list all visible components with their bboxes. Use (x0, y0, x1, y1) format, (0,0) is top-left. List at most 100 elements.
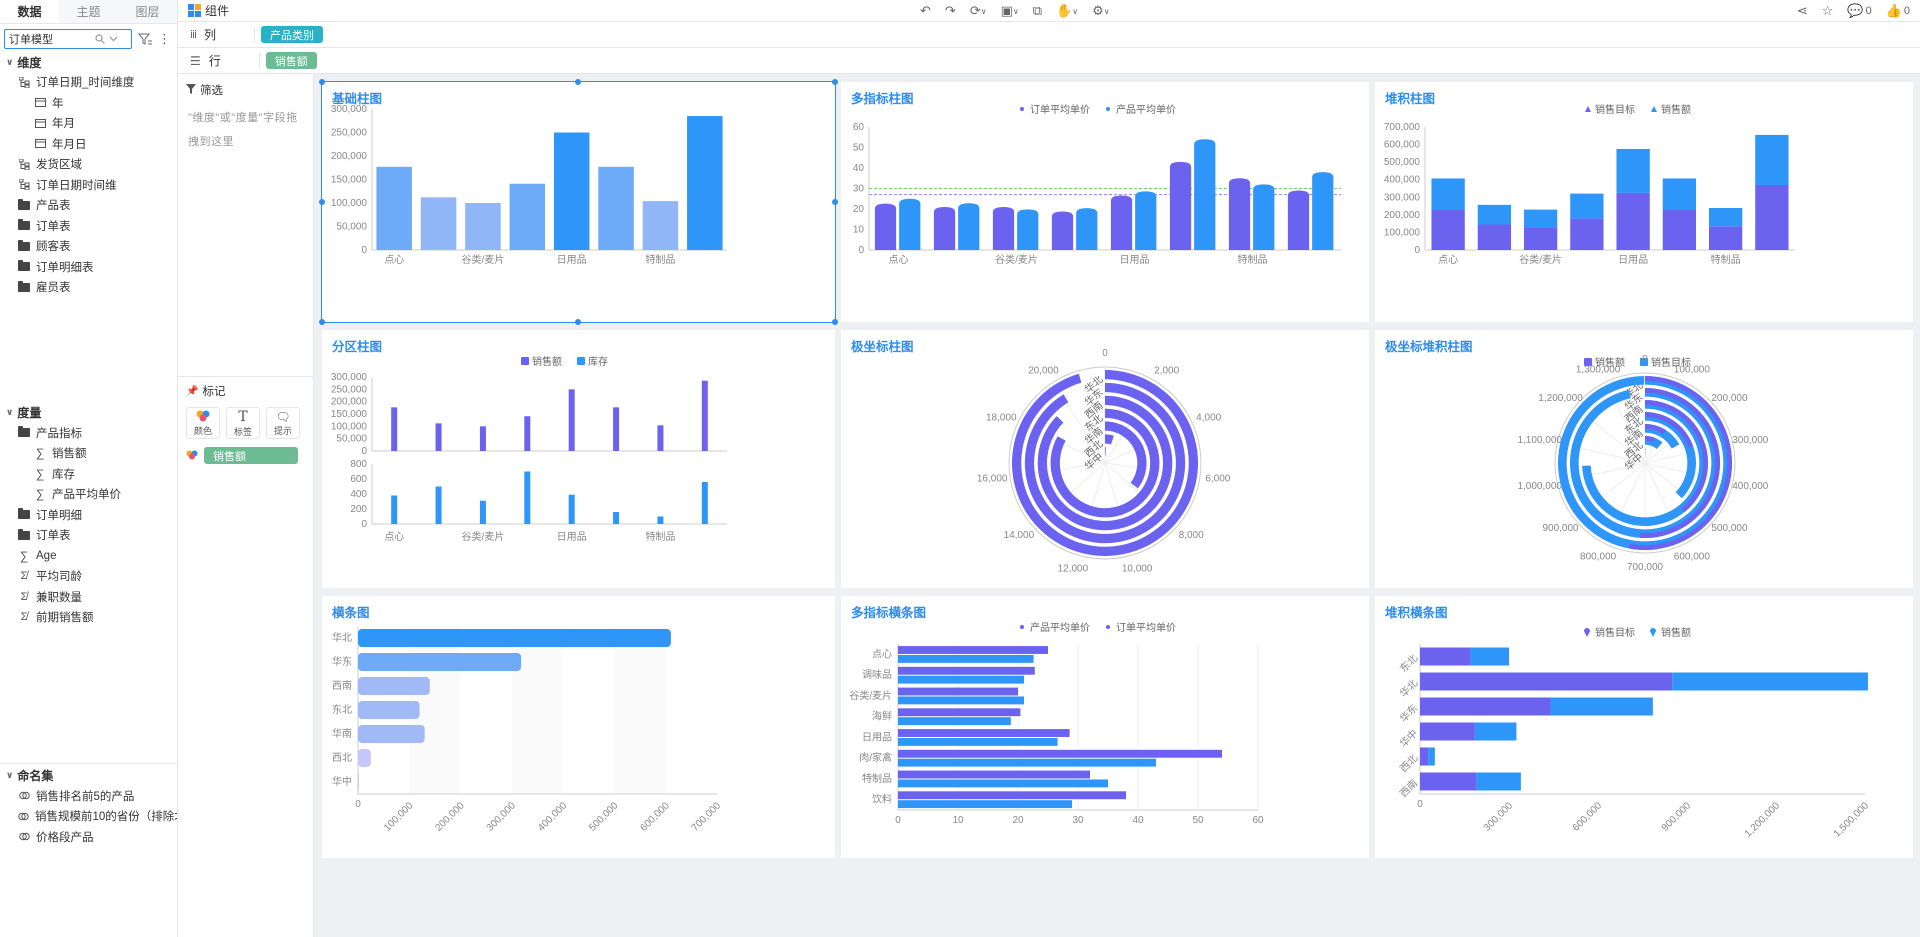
dimension-item[interactable]: 订单日期时间维 (0, 175, 177, 196)
chart-card-multi-horizontal-bar[interactable]: 多指标横条图 产品平均单价 订单平均单价 0 10 20 30 40 50 60 点心 调味品 谷类/… (841, 596, 1369, 858)
section-dimensions[interactable]: ∨ 维度 (0, 52, 177, 72)
label-mark-button[interactable]: T 标签 (226, 407, 260, 439)
named-set-item[interactable]: 价格段产品 (0, 827, 177, 848)
like-button[interactable]: 👍 0 (1886, 3, 1910, 19)
dimension-item[interactable]: 订单日期_时间维度 (0, 72, 177, 93)
dimension-item[interactable]: 雇员表 (0, 277, 177, 298)
measure-item[interactable]: Σ̸ 兼职数量 (0, 587, 177, 608)
resize-handle[interactable] (319, 199, 325, 205)
rows-icon: ☰ (190, 53, 201, 68)
row-pill-sales[interactable]: 销售额 (265, 52, 317, 69)
calc-measure-icon: Σ̸ (20, 570, 28, 583)
x-tick-label: 600,000 (638, 800, 672, 834)
chevron-down-icon[interactable] (109, 36, 118, 42)
item-label: 兼职数量 (36, 591, 82, 604)
resize-handle[interactable] (319, 319, 325, 325)
measure-item[interactable]: Σ̸ 前期销售额 (0, 607, 177, 628)
dimension-item[interactable]: 发货区域 (0, 154, 177, 175)
measure-item[interactable]: 产品指标 (0, 423, 177, 444)
measure-item[interactable]: Σ̸ 平均司龄 (0, 566, 177, 587)
section-measures[interactable]: ∨ 度量 (0, 403, 177, 423)
chart-card-polar-stacked-bar[interactable]: 极坐标堆积柱图 销售额 销售目标 0 100,000 200,000 300,000 400… (1375, 330, 1913, 588)
save-icon[interactable]: ▣ ∨ (1000, 3, 1019, 18)
undo-icon[interactable]: ↶ (920, 3, 931, 18)
dimension-item[interactable]: 产品表 (0, 195, 177, 216)
item-label: 销售规模前10的省份（排除北 (35, 811, 177, 824)
settings-gear-icon[interactable]: ⚙ ∨ (1092, 3, 1110, 18)
dimension-item[interactable]: 订单明细表 (0, 257, 177, 278)
bar (898, 696, 1024, 705)
row-shelf-label: 行 (208, 54, 221, 68)
dimension-item[interactable]: 年 (0, 93, 177, 114)
dimension-item[interactable]: 年月 (0, 113, 177, 134)
measure-item[interactable]: ∑ Age (0, 546, 177, 567)
color-mark-button[interactable]: 颜色 (186, 407, 220, 439)
model-search-input[interactable] (9, 33, 91, 45)
model-select[interactable] (4, 29, 132, 49)
resize-handle[interactable] (832, 319, 838, 325)
preview-icon[interactable]: ⧉ (1032, 3, 1043, 18)
top-toolbar: 组件 ↶ ↷ ⟳ ∨ ▣ ∨ ⧉ ✋ ∨ ⚙ ∨ ⋖ ☆ 💬 0 👍 0 (178, 0, 1920, 22)
x-tick-label: 谷类/麦片 (1519, 253, 1562, 266)
chart-card-stacked-bar[interactable]: 堆积柱图 销售目标 销售额 700,000 600,000 500,000 400,000… (1375, 82, 1913, 322)
bar (657, 516, 664, 524)
chevron-down-icon: ∨ (6, 770, 14, 780)
chart-card-polar-bar[interactable]: 极坐标柱图 0 2,000 4,000 6,000 8,000 10,000 12,000 1… (841, 330, 1369, 588)
chart-card-partition-bar[interactable]: 分区柱图 销售额 库存 300,000 250,000 200,000 150,000 10… (322, 330, 835, 588)
y-tick-label: 200 (350, 504, 367, 515)
measure-item[interactable]: ∑ 产品平均单价 (0, 484, 177, 505)
angle-tick-label: 200,000 (1711, 393, 1748, 404)
polar-bar (1105, 421, 1147, 489)
filter-drop-zone[interactable]: "维度"或"度量"字段拖拽到这里 (188, 112, 298, 148)
x-tick-label: 特制品 (1238, 253, 1268, 266)
named-set-item[interactable]: 销售规模前10的省份（排除北 (0, 806, 177, 827)
x-tick-label: 300,000 (485, 800, 519, 834)
x-tick-label: 20 (1012, 815, 1024, 826)
resize-handle[interactable] (575, 319, 581, 325)
color-pill-sales[interactable]: 销售额 (204, 447, 298, 464)
pan-hand-icon[interactable]: ✋ ∨ (1056, 3, 1079, 18)
tooltip-mark-button[interactable]: 🗨 提示 (266, 407, 300, 439)
dimension-item[interactable]: 年月日 (0, 134, 177, 155)
chart-title: 堆积柱图 (1385, 92, 1436, 106)
y-tick-label: 华中 (1397, 727, 1420, 750)
refresh-icon[interactable]: ⟳ ∨ (969, 3, 987, 18)
components-title[interactable]: 组件 (205, 4, 230, 18)
bar-segment (1523, 227, 1558, 250)
chart-card-stacked-horizontal-bar[interactable]: 堆积横条图 销售目标 销售额 东北 华北 华东 华中 西北 西南 0 300,000 600,000… (1375, 596, 1913, 858)
measure-item[interactable]: ∑ 库存 (0, 464, 177, 485)
measure-item[interactable]: ∑ 销售额 (0, 443, 177, 464)
legend-label: 订单平均单价 (1030, 104, 1090, 116)
multi-horizontal-bar-chart: 产品平均单价 订单平均单价 0 10 20 30 40 50 60 点心调味品谷类/麦片海鲜日用品… (849, 621, 1264, 826)
tab-theme[interactable]: 主题 (76, 5, 101, 19)
resize-handle[interactable] (575, 79, 581, 85)
chevron-down-icon: ∨ (6, 407, 14, 417)
star-icon[interactable]: ☆ (1821, 3, 1834, 18)
resize-handle[interactable] (832, 199, 838, 205)
more-vertical-icon[interactable]: ⋮ (158, 31, 171, 46)
tab-data[interactable]: 数据 (0, 0, 59, 23)
chart-card-basic-bar[interactable]: 基础柱图 300,000 250,000 200,000 150,000 100,000… (319, 79, 838, 325)
tab-layers[interactable]: 图层 (135, 5, 160, 19)
marks-title: 标记 (202, 386, 226, 398)
redo-icon[interactable]: ↷ (944, 3, 956, 18)
section-named-sets[interactable]: ∨ 命名集 (0, 766, 177, 786)
measure-item[interactable]: 订单明细 (0, 505, 177, 526)
filter-settings-icon[interactable] (138, 33, 152, 45)
measure-item[interactable]: 订单表 (0, 525, 177, 546)
grid-band (511, 626, 564, 794)
column-pill-product-category[interactable]: 产品类别 (261, 26, 324, 43)
comment-button[interactable]: 💬 0 (1847, 3, 1871, 19)
resize-handle[interactable] (319, 79, 325, 85)
bar (524, 416, 531, 451)
share-icon[interactable]: ⋖ (1796, 3, 1808, 18)
bar (898, 758, 1156, 767)
dimension-item[interactable]: 订单表 (0, 216, 177, 237)
resize-handle[interactable] (832, 79, 838, 85)
named-set-item[interactable]: 销售排名前5的产品 (0, 786, 177, 807)
bar (358, 677, 430, 695)
chart-card-multi-bar[interactable]: 多指标柱图 订单平均单价 产品平均单价 60 50 40 30 20 10 0 点心 谷类/麦片 日用… (841, 82, 1369, 322)
angle-tick-label: 8,000 (1179, 530, 1204, 541)
chart-card-horizontal-bar[interactable]: 横条图 华北 华东 西南 东北 华南 西北 华中 0 100,000 200,000 300,000… (322, 596, 835, 858)
dimension-item[interactable]: 顾客表 (0, 236, 177, 257)
